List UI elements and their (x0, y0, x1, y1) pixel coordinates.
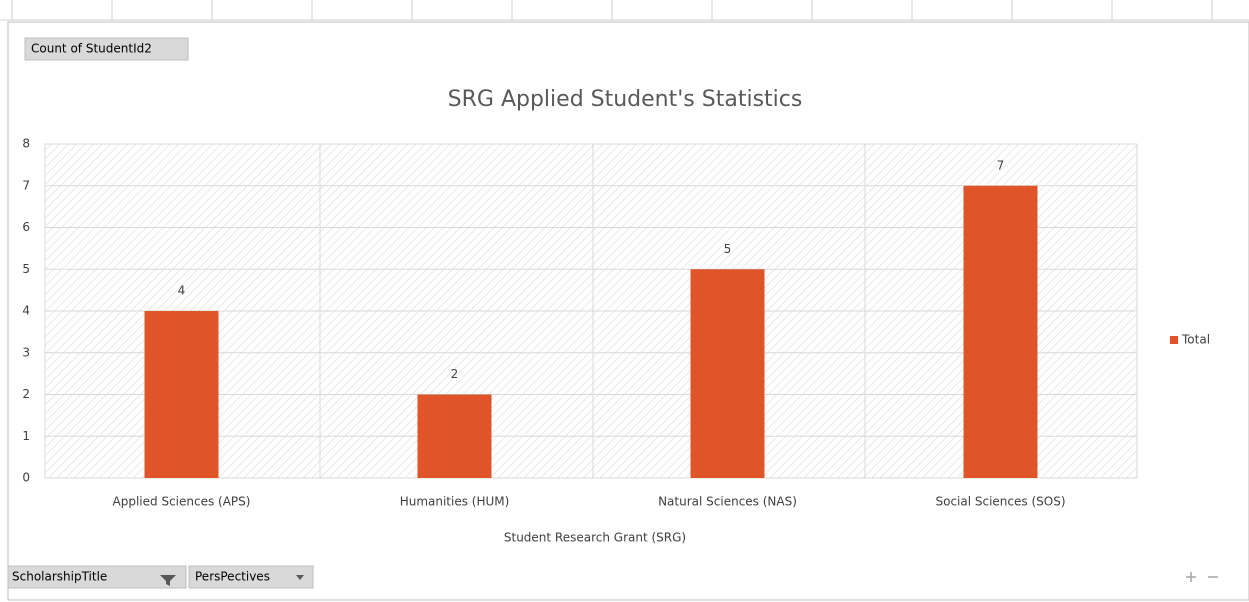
y-tick-label: 4 (22, 304, 30, 318)
filter-icon[interactable] (160, 575, 176, 586)
y-tick-label: 1 (22, 429, 30, 443)
bar (417, 394, 492, 478)
y-tick-label: 8 (22, 137, 30, 151)
bar (690, 269, 765, 478)
x-tick-label: Social Sciences (SOS) (935, 495, 1065, 509)
y-tick-label: 3 (22, 345, 30, 359)
sheet-grid (0, 0, 1249, 21)
x-tick-label: Natural Sciences (NAS) (658, 495, 797, 509)
bar (963, 185, 1038, 478)
y-tick-label: 0 (22, 471, 30, 485)
value-field-label: Count of StudentId2 (31, 42, 152, 56)
y-tick-label: 2 (22, 387, 30, 401)
x-tick-label: Humanities (HUM) (400, 495, 510, 509)
value-field-button[interactable] (24, 37, 189, 61)
data-label: 4 (178, 284, 186, 298)
axis-field-label: ScholarshipTitle (12, 570, 107, 584)
dropdown-icon[interactable] (296, 575, 304, 580)
y-tick-label: 5 (22, 262, 30, 276)
legend-swatch (1170, 336, 1178, 344)
x-axis-title: Student Research Grant (SRG) (504, 531, 686, 545)
data-label: 2 (451, 367, 459, 381)
data-label: 5 (724, 242, 732, 256)
bar (144, 311, 219, 478)
data-label: 7 (997, 158, 1005, 172)
chart-title: SRG Applied Student's Statistics (448, 87, 803, 112)
axis-field-label: PersPectives (195, 570, 270, 584)
axis-field-button[interactable] (7, 565, 187, 589)
y-tick-label: 6 (22, 220, 30, 234)
axis-field-button[interactable] (188, 565, 314, 589)
y-tick-label: 7 (22, 178, 30, 192)
legend-label: Total (1181, 333, 1210, 347)
x-tick-label: Applied Sciences (APS) (113, 495, 251, 509)
expand-buttons[interactable] (1186, 572, 1218, 582)
